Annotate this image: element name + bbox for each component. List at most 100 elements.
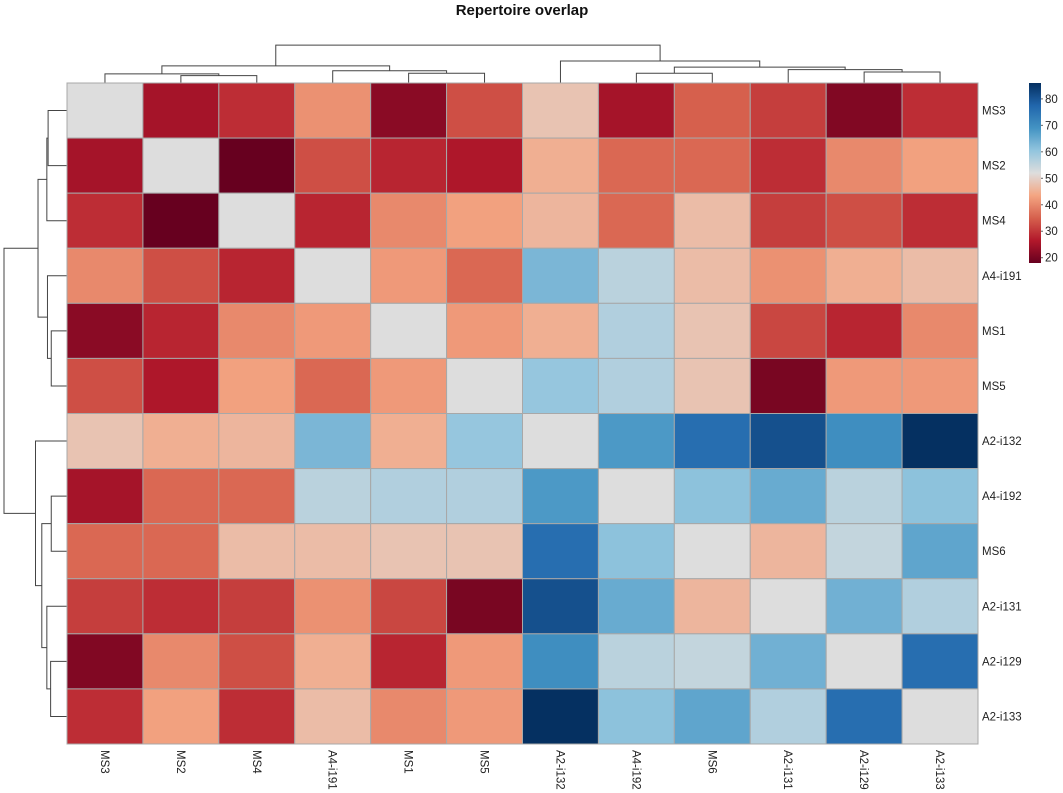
heatmap-cell	[370, 413, 448, 470]
row-label: MS4	[982, 216, 1006, 228]
heatmap-cell	[901, 523, 979, 580]
dendrogram-branch	[46, 605, 67, 690]
heatmap-cell	[446, 247, 523, 304]
heatmap-cell	[66, 578, 144, 635]
dendrogram-branch	[332, 70, 448, 83]
heatmap-cell	[294, 688, 372, 745]
legend-tick-label: 50	[1045, 173, 1058, 185]
heatmap-cell	[749, 468, 827, 525]
heatmap-cell	[66, 302, 144, 359]
heatmap-cell	[370, 137, 448, 194]
heatmap-cell	[825, 192, 903, 249]
heatmap-cell	[294, 302, 372, 359]
heatmap-cell	[66, 82, 144, 139]
heatmap-cell	[597, 633, 675, 690]
heatmap-cell	[142, 578, 220, 635]
dendrogram-branch	[180, 75, 258, 83]
heatmap-cell	[673, 523, 751, 580]
heatmap-cell	[446, 302, 523, 359]
heatmap-cell	[370, 247, 448, 304]
heatmap-cell	[446, 633, 523, 690]
heatmap-cell	[218, 82, 296, 139]
row-label: A2-i132	[982, 436, 1022, 448]
row-label: MS5	[982, 381, 1006, 393]
heatmap-cell	[825, 357, 903, 415]
heatmap-cell	[446, 82, 523, 139]
heatmap-cell	[370, 688, 448, 745]
heatmap-cell	[446, 192, 523, 249]
row-dendrogram	[3, 110, 67, 717]
heatmap-cell	[825, 688, 903, 745]
heatmap-cell	[673, 578, 751, 635]
dendrogram-branch	[50, 660, 67, 717]
column-label: MS5	[478, 750, 490, 774]
row-label: A2-i131	[982, 601, 1022, 613]
heatmap-cell	[218, 247, 296, 304]
heatmap-cell	[749, 633, 827, 690]
heatmap-cell	[142, 302, 220, 359]
heatmap-cell	[66, 688, 144, 745]
heatmap-cell	[522, 523, 599, 580]
heatmap-cell	[294, 468, 372, 525]
row-label: MS2	[982, 161, 1006, 173]
heatmap-cell	[142, 357, 220, 415]
heatmap-cell	[142, 247, 220, 304]
heatmap-cell	[673, 192, 751, 249]
heatmap-cell	[142, 688, 220, 745]
column-label: A2-i133	[933, 750, 945, 790]
heatmap-cell	[294, 247, 372, 304]
dendrogram-branch	[50, 495, 67, 552]
heatmap-cell	[901, 578, 979, 635]
heatmap-cell	[66, 192, 144, 249]
row-label: MS1	[982, 326, 1006, 338]
dendrogram-branch	[3, 247, 39, 514]
column-labels: MS3 MS2 MS4 A4-i191 MS1 MS5 A2-i132 A4-i192 MS6 A…	[98, 750, 945, 790]
heatmap-cell	[749, 192, 827, 249]
legend-tick-label: 20	[1045, 253, 1058, 265]
heatmap-cell	[597, 578, 675, 635]
heatmap-cell	[749, 302, 827, 359]
heatmap-cell	[901, 302, 979, 359]
heatmap-cell	[446, 413, 523, 470]
heatmap-cell	[749, 578, 827, 635]
heatmap-cell	[597, 302, 675, 359]
heatmap-cell	[673, 302, 751, 359]
heatmap-cell	[901, 468, 979, 525]
row-label: MS6	[982, 546, 1006, 558]
heatmap-cell	[901, 137, 979, 194]
dendrogram-branch	[46, 275, 67, 359]
dendrogram-branch	[559, 60, 761, 83]
heatmap-cell	[142, 82, 220, 139]
heatmap-cell	[825, 137, 903, 194]
heatmap-cell	[673, 82, 751, 139]
heatmap-cell	[597, 82, 675, 139]
heatmap-cell	[749, 247, 827, 304]
heatmap-cell	[294, 137, 372, 194]
heatmap-cell	[142, 413, 220, 470]
dendrogram-branch	[50, 330, 67, 387]
heatmap-cell	[673, 413, 751, 470]
heatmap-cell	[673, 688, 751, 745]
column-label: MS3	[98, 750, 110, 774]
heatmap-cell	[749, 523, 827, 580]
dendrogram-branch	[47, 110, 67, 167]
legend-tick-label: 40	[1045, 200, 1058, 212]
heatmap-cell	[522, 578, 599, 635]
dendrogram-branch	[408, 72, 486, 83]
row-label: MS3	[982, 106, 1006, 118]
dendrogram-branch	[673, 66, 846, 74]
column-label: A2-i132	[553, 750, 565, 790]
heatmap-cell	[749, 82, 827, 139]
heatmap-cell	[370, 82, 448, 139]
heatmap-cell	[446, 357, 523, 415]
heatmap-cell	[901, 192, 979, 249]
row-label: A2-i129	[982, 656, 1022, 668]
color-legend: 20 30 40 50 60 70 80	[1029, 83, 1058, 265]
heatmap-cell	[901, 82, 979, 139]
heatmap-cell	[294, 192, 372, 249]
heatmap-cell	[597, 247, 675, 304]
heatmap-cell	[66, 633, 144, 690]
chart-title: Repertoire overlap	[456, 2, 589, 19]
heatmap-cell	[218, 688, 296, 745]
